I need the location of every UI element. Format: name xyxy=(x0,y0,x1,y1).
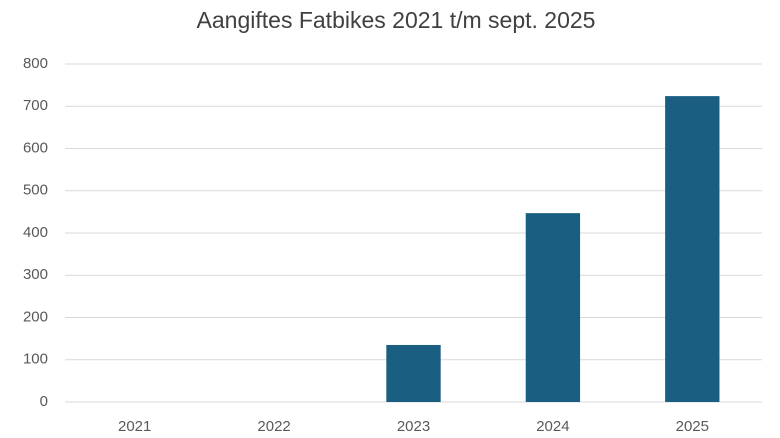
y-tick-label: 600 xyxy=(23,139,48,156)
x-tick-label: 2022 xyxy=(257,418,290,435)
x-tick-label: 2025 xyxy=(676,418,709,435)
bar xyxy=(386,344,441,402)
y-tick-label: 0 xyxy=(40,393,48,410)
y-tick-label: 400 xyxy=(23,224,48,241)
x-tick-label: 2024 xyxy=(536,418,569,435)
y-tick-label: 500 xyxy=(23,182,48,199)
y-tick-label: 300 xyxy=(23,266,48,283)
chart-title: Aangiftes Fatbikes 2021 t/m sept. 2025 xyxy=(197,7,596,33)
y-tick-label: 100 xyxy=(23,351,48,368)
y-tick-label: 800 xyxy=(23,55,48,72)
y-tick-label: 700 xyxy=(23,97,48,114)
bar xyxy=(525,213,581,402)
x-tick-label: 2023 xyxy=(397,418,430,435)
x-tick-label: 2021 xyxy=(118,418,151,435)
y-tick-label: 200 xyxy=(23,308,48,325)
bar xyxy=(665,96,720,403)
